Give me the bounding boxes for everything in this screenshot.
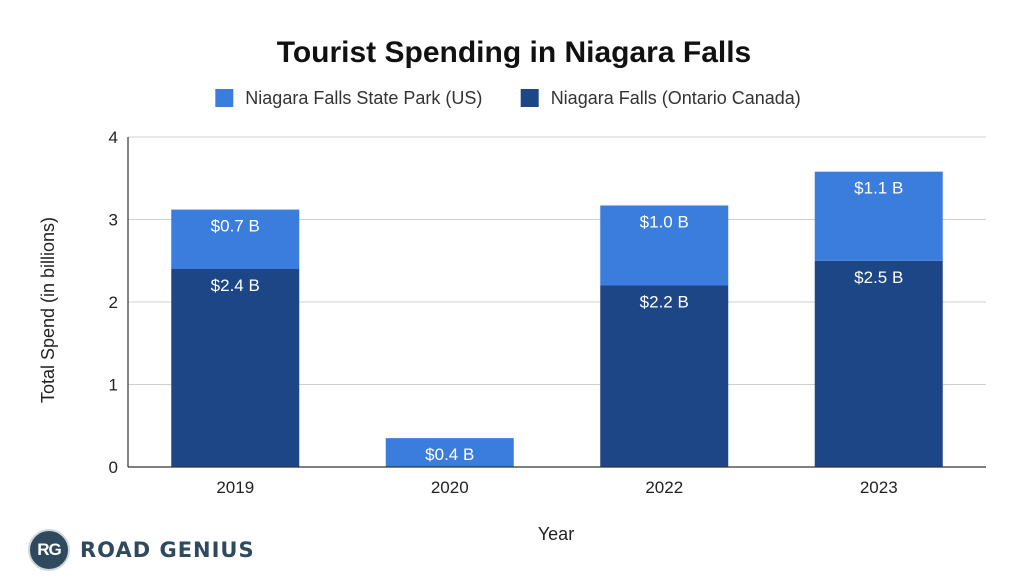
y-axis-ticks: 0 1 2 3 4 (109, 128, 986, 477)
legend: Niagara Falls State Park (US) Niagara Fal… (215, 88, 801, 108)
legend-swatch (520, 89, 539, 107)
bar-data-label: $2.5 B (854, 268, 903, 287)
x-tick-label: 2023 (860, 478, 898, 497)
bar-segment (171, 209, 300, 269)
legend-label: Niagara Falls State Park (US) (245, 88, 482, 108)
legend-label: Niagara Falls (Ontario Canada) (551, 88, 801, 108)
x-axis-label: Year (538, 524, 574, 544)
bar-segment (814, 260, 943, 467)
bar-segment (600, 285, 729, 467)
y-tick-label: 3 (109, 211, 118, 230)
bar-data-label: $1.1 B (854, 179, 903, 198)
bar-segment (171, 269, 300, 467)
y-tick-label: 0 (109, 458, 118, 477)
bar-data-label: $1.0 B (640, 212, 689, 231)
y-axis-label: Total Spend (in billions) (38, 217, 58, 403)
bar-data-label: $0.4 B (425, 445, 474, 464)
chart-title: Tourist Spending in Niagara Falls (277, 36, 752, 69)
road-genius-logo: RG ROAD GENIUS (28, 529, 255, 571)
x-tick-label: 2019 (216, 478, 254, 497)
bar-data-label: $2.4 B (211, 276, 260, 295)
y-tick-label: 1 (109, 376, 118, 395)
x-tick-label: 2022 (645, 478, 683, 497)
bar-segment (814, 171, 943, 261)
logo-badge: RG (28, 529, 70, 571)
bar-segment (385, 438, 514, 467)
bar-data-label: $2.2 B (640, 293, 689, 312)
logo-text: ROAD GENIUS (80, 538, 255, 562)
bar-segment (600, 205, 729, 286)
y-tick-label: 2 (109, 293, 118, 312)
bars: $2.4 B $0.7 B $0.4 B $2.2 B $1.0 B $2.5 B $1.1… (171, 171, 943, 467)
y-tick-label: 4 (109, 128, 118, 147)
bar-data-label: $0.7 B (211, 217, 260, 236)
x-axis-ticks: 2019 2020 2022 2023 (216, 478, 897, 497)
x-tick-label: 2020 (431, 478, 469, 497)
legend-swatch (215, 89, 234, 107)
